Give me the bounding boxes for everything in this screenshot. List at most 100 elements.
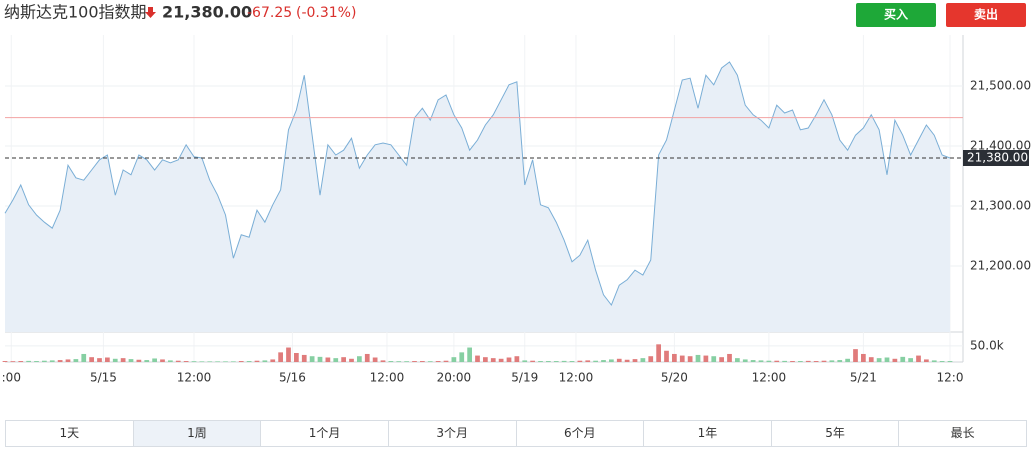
volume-bar xyxy=(616,358,622,362)
volume-bar xyxy=(270,359,276,362)
volume-bar xyxy=(199,361,205,362)
volume-bar xyxy=(65,359,71,362)
volume-bar xyxy=(183,361,189,362)
volume-bar xyxy=(514,356,520,362)
volume-bar xyxy=(553,361,559,362)
x-tick-label: 5/19 xyxy=(511,371,538,385)
x-tick-label: 5/21 xyxy=(850,371,877,385)
volume-bar xyxy=(939,361,945,362)
sell-label[interactable]: 卖出 xyxy=(974,7,998,22)
chart: 纳斯达克100指数期 21,380.00 -67.25 (-0.31%) 买入 … xyxy=(2,3,1031,385)
volume-bar xyxy=(223,361,228,362)
volume-bar xyxy=(821,360,827,362)
volume-bar xyxy=(191,361,197,362)
last-price-label: 21,380.00 xyxy=(967,151,1028,165)
volume-bar xyxy=(10,361,16,362)
volume-bar xyxy=(357,356,362,362)
volume-bar xyxy=(719,357,724,362)
volume-bar xyxy=(333,358,339,362)
volume-bar xyxy=(868,357,874,362)
volume-bar xyxy=(427,361,433,362)
x-tick-label: 12:00 xyxy=(177,371,212,385)
x-tick-label: 12:00 xyxy=(559,371,594,385)
volume-bar xyxy=(750,360,756,362)
volume-bar xyxy=(490,358,496,362)
volume-bar xyxy=(128,359,134,362)
volume-bar xyxy=(498,358,504,362)
volume-bar xyxy=(924,359,929,362)
volume-bar xyxy=(388,361,394,362)
volume-bar xyxy=(49,360,55,362)
volume-bar xyxy=(546,361,551,362)
range-tab[interactable]: 1周 xyxy=(133,421,262,446)
volume-bar xyxy=(758,360,764,362)
volume-bar xyxy=(703,355,709,362)
range-tab[interactable]: 3个月 xyxy=(389,421,517,446)
sell-button[interactable] xyxy=(946,3,1026,27)
volume-bar xyxy=(774,360,780,362)
volume-bar xyxy=(483,357,488,362)
volume-bar xyxy=(380,360,386,362)
volume-bar xyxy=(341,357,346,362)
change: -67.25 xyxy=(247,5,292,21)
volume-bar xyxy=(530,360,535,362)
volume-bar xyxy=(624,359,630,362)
buy-label[interactable]: 买入 xyxy=(884,8,908,22)
volume-bar xyxy=(301,354,307,362)
buy-button[interactable] xyxy=(856,3,936,27)
volume-bar xyxy=(727,353,732,362)
volume-bar xyxy=(412,361,417,362)
volume-bar xyxy=(916,355,921,362)
instrument-title: 纳斯达克100指数期 xyxy=(4,3,147,22)
range-tab[interactable]: 6个月 xyxy=(517,421,645,446)
volume-bar xyxy=(853,349,858,362)
volume-bar xyxy=(112,358,118,362)
volume-bar xyxy=(294,353,299,362)
volume-bar xyxy=(593,360,598,362)
volume-bar xyxy=(89,357,94,362)
price-line xyxy=(4,61,951,306)
y-tick-label: 21,300.00 xyxy=(970,199,1031,213)
volume-bar xyxy=(900,356,906,362)
volume-bar xyxy=(435,361,441,362)
volume-bar xyxy=(57,360,63,362)
volume-bar xyxy=(947,361,953,362)
volume-bar xyxy=(372,357,378,362)
volume-bar xyxy=(640,358,646,362)
volume-bar xyxy=(404,361,409,362)
volume-bar xyxy=(876,358,882,362)
range-tab[interactable]: 1天 xyxy=(6,421,134,446)
range-tab[interactable]: 1年 xyxy=(644,421,772,446)
range-tab[interactable]: 1个月 xyxy=(261,421,389,446)
volume-bar xyxy=(585,360,591,362)
x-tick-label: 5/15 xyxy=(90,371,117,385)
volume-bar xyxy=(561,360,567,362)
range-tab[interactable]: 5年 xyxy=(772,421,900,446)
volume-bar xyxy=(26,360,31,362)
volume-bar xyxy=(664,350,669,362)
volume-bar xyxy=(459,352,465,362)
volume-bar xyxy=(931,360,937,362)
volume-bar xyxy=(656,344,661,362)
volume-bar xyxy=(467,347,472,362)
volume-bar xyxy=(160,359,165,362)
last-price-box xyxy=(963,150,1029,166)
volume-bar xyxy=(695,354,701,362)
volume-bar xyxy=(813,361,819,362)
volume-bar xyxy=(175,360,181,362)
volume-bar xyxy=(317,356,323,362)
volume-bar xyxy=(34,361,39,362)
range-tab[interactable]: 最长 xyxy=(950,426,975,440)
volume-bar xyxy=(632,359,638,362)
volume-bar xyxy=(73,359,79,362)
volume-bar xyxy=(609,359,614,362)
volume-bar xyxy=(420,361,425,362)
volume-bar xyxy=(262,360,268,362)
volume-bar xyxy=(538,361,543,362)
volume-bar xyxy=(18,361,24,362)
volume-bar xyxy=(577,360,583,362)
volume-bar xyxy=(144,360,150,362)
volume-bar xyxy=(861,353,866,362)
volume-bar xyxy=(238,361,244,362)
